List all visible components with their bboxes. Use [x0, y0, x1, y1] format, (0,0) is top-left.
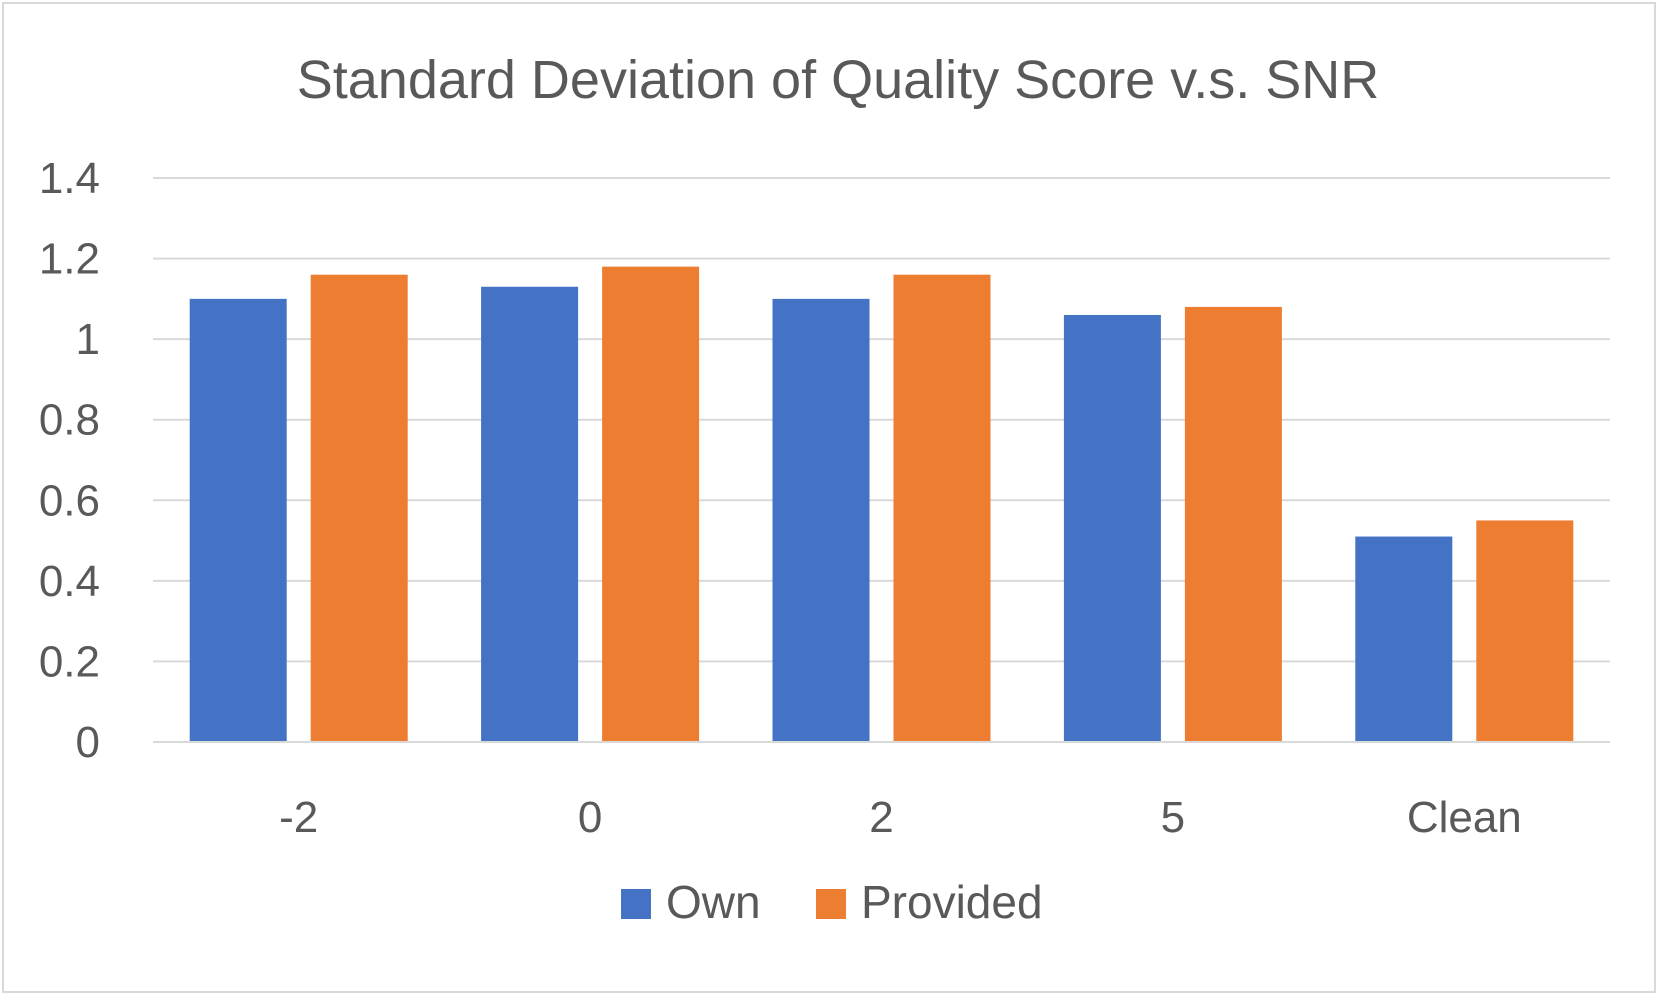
chart-title: Standard Deviation of Quality Score v.s.…: [297, 50, 1379, 110]
y-tick-label: 1.2: [39, 235, 100, 284]
bar-provided: [602, 266, 700, 742]
x-axis-ticks: -2 0 2 5 Clean: [279, 793, 1522, 842]
y-tick-label: 0.8: [39, 396, 100, 445]
legend-swatch-provided: [816, 889, 846, 919]
legend: Own Provided: [621, 876, 1043, 928]
bars: [189, 266, 1574, 742]
bar-own: [772, 298, 870, 742]
x-tick-label: Clean: [1407, 793, 1522, 842]
legend-swatch-own: [621, 889, 651, 919]
y-tick-label: 0.6: [39, 476, 100, 525]
bar-own: [1063, 314, 1161, 742]
bar-provided: [1184, 306, 1282, 742]
x-tick-label: 0: [578, 793, 602, 842]
bar-provided: [893, 274, 991, 742]
y-tick-label: 0: [76, 718, 100, 767]
bar-own: [481, 286, 579, 742]
y-tick-label: 0.2: [39, 637, 100, 686]
y-tick-label: 0.4: [39, 557, 100, 606]
y-axis-ticks: 0 0.2 0.4 0.6 0.8 1 1.2 1.4: [39, 154, 100, 767]
x-tick-label: 5: [1161, 793, 1185, 842]
bar-provided: [310, 274, 408, 742]
bar-own: [1355, 536, 1453, 742]
bar-provided: [1476, 520, 1574, 742]
x-tick-label: 2: [869, 793, 893, 842]
legend-label-own: Own: [666, 876, 761, 928]
legend-label-provided: Provided: [861, 876, 1043, 928]
y-tick-label: 1.4: [39, 154, 100, 203]
bar-own: [189, 298, 287, 742]
y-tick-label: 1: [76, 315, 100, 364]
x-tick-label: -2: [279, 793, 318, 842]
